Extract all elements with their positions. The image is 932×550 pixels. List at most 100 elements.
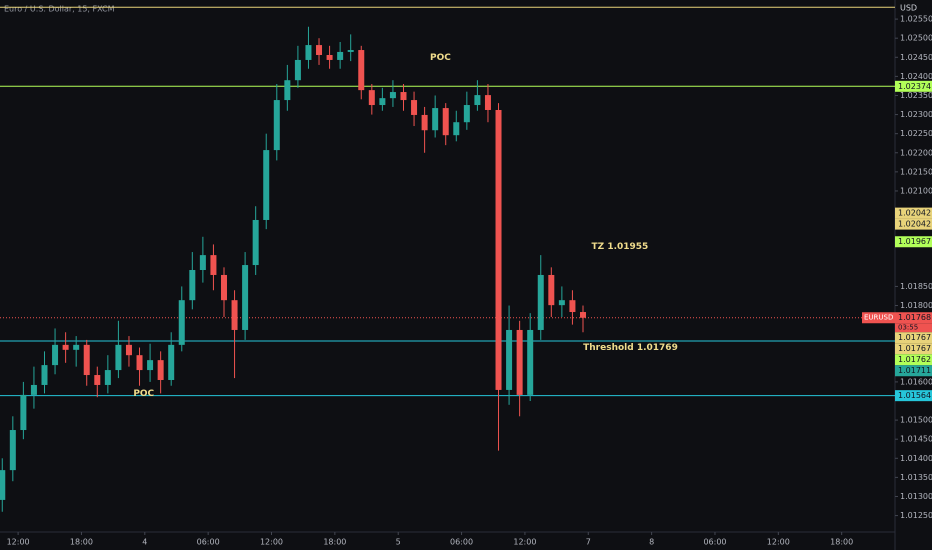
y-tick-label: 1.01350 (900, 473, 932, 482)
y-tick-label: 1.01600 (900, 377, 932, 386)
y-tick-label: 1.02300 (900, 110, 932, 119)
candle-body (284, 80, 291, 101)
candle-body (569, 300, 576, 313)
candle-body (62, 344, 69, 350)
x-tick-label: 06:00 (197, 538, 220, 547)
candle-body (421, 114, 428, 131)
candle-body (453, 122, 460, 136)
candle-body (463, 105, 470, 123)
candle-body (136, 355, 143, 371)
candle-body (9, 430, 16, 471)
price-label-box (895, 354, 932, 366)
y-tick-label: 1.02500 (900, 34, 932, 43)
y-tick-label: 1.02400 (900, 72, 932, 81)
annotation: POC (133, 389, 154, 399)
price-label-box (895, 80, 932, 92)
candle-body (548, 274, 555, 306)
candle-body (178, 300, 185, 345)
candle-body (147, 360, 154, 371)
annotation: POC (430, 53, 451, 63)
candle-body (558, 300, 565, 306)
x-tick-label: 7 (586, 538, 591, 547)
y-tick-label: 1.01850 (900, 282, 932, 291)
candle-body (231, 300, 238, 330)
y-tick-label: 1.01400 (900, 454, 932, 463)
candle-body (516, 329, 523, 395)
price-label-box (895, 390, 932, 402)
price-label-box (895, 207, 932, 219)
price-label: 1.02374 (898, 82, 931, 91)
candle-body (273, 100, 280, 151)
candle-body (337, 51, 344, 60)
price-label: 1.01967 (898, 237, 931, 246)
candle-body (94, 375, 101, 385)
y-tick-label: 1.01500 (900, 416, 932, 425)
price-label: 1.01767 (898, 333, 931, 342)
countdown-box (895, 323, 932, 333)
x-tick-label: 5 (396, 538, 401, 547)
price-label: 1.01768 (898, 313, 931, 322)
price-label: 1.01711 (898, 366, 931, 375)
candle-body (305, 45, 312, 60)
candle-body (326, 54, 333, 60)
candle-body (527, 329, 534, 395)
candle-body (484, 95, 491, 110)
candle-body (20, 394, 27, 431)
y-tick-label: 1.02100 (900, 186, 932, 195)
x-tick-label: 8 (649, 538, 654, 547)
candle-body (52, 344, 59, 366)
candle-body (263, 150, 270, 220)
candle-body (358, 50, 365, 91)
candle-body (442, 108, 449, 136)
price-label-box (895, 312, 932, 324)
x-tick-label: 12:00 (767, 538, 790, 547)
chart-title: Euro / U.S. Dollar, 15, FXCM (4, 5, 115, 14)
x-tick-label: 18:00 (323, 538, 346, 547)
candle-body (41, 365, 48, 385)
candle-body (316, 45, 323, 55)
candle-body (210, 255, 217, 275)
candle-body (30, 384, 37, 395)
candle-body (506, 329, 513, 390)
candle-body (379, 98, 386, 106)
x-tick-label: 12:00 (7, 538, 30, 547)
price-label-box (895, 332, 932, 344)
y-tick-label: 1.02450 (900, 53, 932, 62)
candle-body (368, 90, 375, 106)
price-label: 1.01767 (898, 344, 931, 353)
y-tick-label: 1.01300 (900, 492, 932, 501)
candle-body (73, 344, 80, 350)
symbol-label-box (862, 312, 895, 324)
x-tick-label: 12:00 (513, 538, 536, 547)
y-tick-label: 1.02250 (900, 129, 932, 138)
y-tick-label: 1.01250 (900, 511, 932, 520)
candle-body (474, 95, 481, 106)
candle-body (252, 219, 259, 266)
x-tick-label: 06:00 (450, 538, 473, 547)
candle-body (157, 360, 164, 380)
x-tick-label: 18:00 (70, 538, 93, 547)
y-tick-label: 1.02550 (900, 15, 932, 24)
candle-body (168, 344, 175, 380)
candle-body (389, 92, 396, 99)
y-tick-label: 1.02350 (900, 91, 932, 100)
price-label-box (895, 365, 932, 377)
x-tick-label: 12:00 (260, 538, 283, 547)
x-tick-label: 4 (142, 538, 147, 547)
candle-body (199, 255, 206, 271)
countdown: 03:55 (898, 324, 918, 332)
y-tick-label: 1.02200 (900, 148, 932, 157)
candle-body (579, 312, 586, 318)
price-label-box (895, 236, 932, 248)
annotation: TZ 1.01955 (592, 242, 649, 252)
currency-label: USD (900, 4, 917, 13)
candle-body (220, 274, 227, 301)
x-tick-label: 06:00 (703, 538, 726, 547)
candle-body (0, 470, 6, 500)
candle-body (83, 344, 90, 376)
candle-body (400, 92, 407, 101)
candle-body (347, 50, 354, 52)
x-tick-label: 18:00 (830, 538, 853, 547)
candle-body (104, 370, 111, 385)
